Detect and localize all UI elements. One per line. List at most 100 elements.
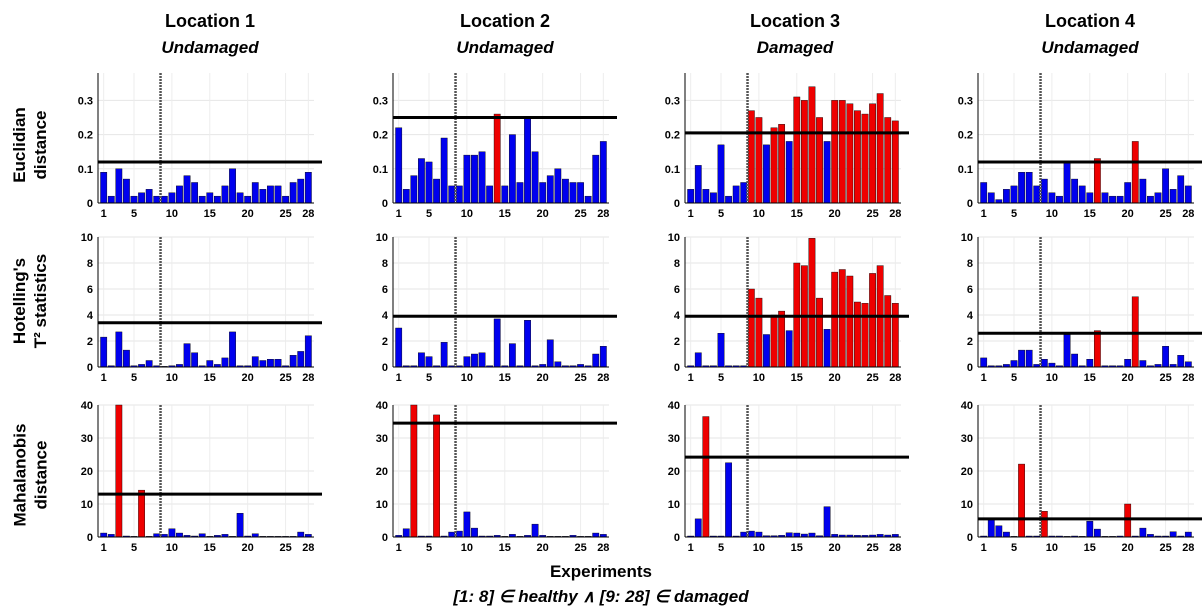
panel-hotelling-loc3-bar-2	[694, 352, 702, 368]
panel-euclidian-loc1-bar-24	[274, 185, 282, 204]
panel-hotelling-loc4-bar-1	[980, 357, 988, 368]
panel-hotelling-loc1-xtick-label-4: 20	[242, 372, 254, 384]
panel-euclidian-loc2-bar-25	[577, 182, 584, 204]
panel-euclidian-loc2-bar-14	[493, 113, 501, 204]
panel-hotelling-loc2-bar-16	[508, 343, 516, 368]
panel-hotelling-loc4-bar-20	[1124, 359, 1132, 368]
panel-euclidian-loc4-bar-27	[1177, 175, 1185, 204]
panel-euclidian-loc4-bar-5	[1010, 185, 1018, 204]
panel-euclidian-loc1-bar-17	[221, 185, 229, 204]
panel-euclidian-loc4-bar-16	[1093, 158, 1101, 204]
panel-mahalanobis-loc2-bar-9	[455, 530, 463, 538]
panel-euclidian-loc4-xtick-label-3: 15	[1084, 208, 1096, 220]
panel-euclidian-loc2-xtick-label-3: 15	[499, 208, 511, 220]
panel-euclidian-loc3-bar-15	[793, 96, 801, 204]
panel-mahalanobis-loc2-xtick-label-5: 25	[574, 542, 586, 554]
panel-mahalanobis-loc2-xtick-label-1: 5	[426, 542, 432, 554]
panel-hotelling-loc4-bar-10	[1048, 362, 1056, 368]
panel-euclidian-loc1-ytick-label-0: 0	[87, 198, 93, 210]
panel-euclidian-loc4-xtick-label-0: 1	[981, 208, 987, 220]
panel-mahalanobis-loc3-bar-9	[747, 530, 755, 538]
panel-hotelling-loc1-bar-12	[183, 343, 191, 368]
panel-euclidian-loc4-bar-13	[1071, 178, 1079, 204]
panel-euclidian-loc3-xtick-label-3: 15	[791, 208, 803, 220]
panel-hotelling-loc2-bar-5	[425, 356, 433, 368]
panel-mahalanobis-loc4-xtick-label-0: 1	[981, 542, 987, 554]
panel-euclidian-loc1-bar-4	[123, 178, 130, 204]
panel-euclidian-loc2-bar-20	[539, 182, 547, 204]
panel-euclidian-loc1-bar-9	[160, 195, 168, 204]
panel-euclidian-loc3-bar-26	[876, 93, 884, 204]
panel-hotelling-loc3-bar-17	[808, 238, 816, 368]
panel-euclidian-loc4-xtick-label-5: 25	[1159, 208, 1171, 220]
panel-euclidian-loc3-bar-10	[755, 117, 763, 204]
panel-hotelling-loc4-bar-15	[1086, 359, 1094, 368]
panel-hotelling-loc2-ytick-label-1: 2	[382, 336, 388, 348]
panel-mahalanobis-loc4-ytick-label-0: 0	[967, 532, 973, 544]
panel-mahalanobis-loc4-bar-6	[1018, 463, 1025, 538]
panel-hotelling-loc4-ytick-label-0: 0	[967, 362, 973, 374]
panel-mahalanobis-loc3-bar-2	[694, 518, 702, 538]
panel-hotelling-loc3-bar-19	[823, 329, 831, 368]
panel-euclidian-loc2-bar-24	[569, 182, 577, 204]
panel-euclidian-loc3-bar-12	[770, 127, 778, 204]
panel-euclidian-loc4-xtick-label-4: 20	[1122, 208, 1134, 220]
panel-hotelling-loc1-bar-17	[221, 357, 229, 368]
panel-euclidian-loc3-xtick-label-6: 28	[889, 208, 901, 220]
panel-hotelling-loc1-bar-24	[274, 359, 282, 368]
panel-hotelling-loc3-bar-25	[869, 273, 876, 368]
panel-euclidian-loc2-bar-11	[471, 154, 478, 204]
panel-hotelling-loc2-bar-18	[524, 320, 531, 368]
panel-hotelling-loc4-ytick-label-3: 6	[967, 284, 973, 296]
panel-euclidian-loc4-bar-4	[1003, 189, 1010, 204]
panel-euclidian-loc4-bar-25	[1162, 168, 1169, 204]
panel-mahalanobis-loc3-xtick-label-1: 5	[718, 542, 724, 554]
panel-mahalanobis-loc2-bar-3	[410, 404, 418, 538]
panel-euclidian-loc1-bar-22	[259, 189, 267, 204]
panel-mahalanobis-loc2-xtick-label-2: 10	[461, 542, 473, 554]
panel-mahalanobis-loc1-bar-3	[115, 404, 123, 538]
panel-mahalanobis-loc4-xtick-label-5: 25	[1159, 542, 1171, 554]
panel-hotelling-loc3-bar-24	[861, 303, 869, 368]
panel-hotelling-loc2-xtick-label-1: 5	[426, 372, 432, 384]
panel-mahalanobis-loc3-bar-15	[793, 532, 801, 538]
panel-euclidian-loc3-xtick-label-1: 5	[718, 208, 724, 220]
panel-hotelling-loc2-bar-21	[546, 339, 554, 368]
panel-hotelling-loc1-xtick-label-0: 1	[101, 372, 107, 384]
panel-mahalanobis-loc3-bar-10	[755, 531, 763, 538]
panel-euclidian-loc1-bar-23	[267, 185, 274, 204]
panel-mahalanobis-loc3-bar-19	[823, 506, 831, 538]
panel-mahalanobis-loc3-bar-6	[725, 462, 732, 538]
panel-hotelling-loc3-xtick-label-0: 1	[688, 372, 694, 384]
panel-mahalanobis-loc3-xtick-label-0: 1	[688, 542, 694, 554]
panel-mahalanobis-loc3-xtick-label-5: 25	[866, 542, 878, 554]
panel-hotelling-loc4-bar-13	[1071, 353, 1079, 368]
panel-euclidian-loc3-bar-3	[702, 189, 710, 204]
panel-hotelling-loc3-bar-14	[785, 330, 793, 368]
panel-mahalanobis-loc4-ytick-label-4: 40	[961, 400, 973, 412]
panel-euclidian-loc1-bar-12	[183, 175, 191, 204]
panel-mahalanobis-loc2-bar-11	[471, 527, 478, 538]
panel-mahalanobis-loc3-ytick-label-1: 10	[668, 499, 680, 511]
panel-mahalanobis-loc1-xtick-label-6: 28	[302, 542, 314, 554]
panel-mahalanobis-loc2-xtick-label-3: 15	[499, 542, 511, 554]
panel-hotelling-loc2-ytick-label-5: 10	[376, 232, 388, 244]
panel-euclidian-loc1-bar-5	[130, 195, 138, 204]
panel-mahalanobis-loc1-bar-10	[168, 528, 176, 538]
panel-hotelling-loc4-bar-28	[1184, 361, 1192, 368]
panel-mahalanobis-loc4-xtick-label-3: 15	[1084, 542, 1096, 554]
panel-euclidian-loc2-bar-2	[402, 189, 410, 204]
panel-mahalanobis-loc2-bar-6	[433, 414, 440, 538]
panel-euclidian-loc4-ytick-label-1: 0.1	[958, 164, 973, 176]
panel-euclidian-loc3-xtick-label-5: 25	[866, 208, 878, 220]
panel-mahalanobis-loc1-ytick-label-0: 0	[87, 532, 93, 544]
panel-euclidian-loc2-bar-1	[395, 127, 403, 204]
panel-euclidian-loc1-xtick-label-0: 1	[101, 208, 107, 220]
panel-euclidian-loc4-bar-14	[1078, 185, 1086, 204]
panel-euclidian-loc3-bar-23	[854, 110, 861, 204]
panel-mahalanobis-loc3-bar-14	[785, 532, 793, 538]
panel-mahalanobis-loc2-bar-19	[531, 523, 539, 538]
panel-euclidian-loc4-bar-12	[1063, 161, 1071, 204]
panel-euclidian-loc1-bar-15	[206, 192, 214, 204]
panel-euclidian-loc1-xtick-label-2: 10	[166, 208, 178, 220]
